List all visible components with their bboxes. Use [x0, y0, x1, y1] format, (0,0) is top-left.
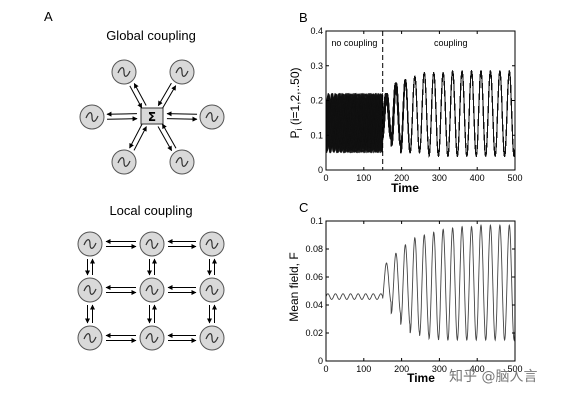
- panel-b-ylabel-sub: i: [294, 129, 304, 131]
- panel-b-ylabel-suffix: (i=1,2,..50): [288, 67, 302, 128]
- panel-c-y-axis-label: Mean field, F: [287, 252, 301, 321]
- global-link-backward-arrow: [133, 83, 147, 106]
- x-tick-label: 400: [470, 173, 485, 183]
- y-tick-label: 0.04: [305, 300, 323, 310]
- global-link-forward-arrow: [166, 111, 198, 117]
- y-tick-label: 0.2: [310, 96, 323, 106]
- sine-wave-icon: [117, 157, 131, 167]
- sine-wave-icon: [205, 239, 219, 249]
- plot-frame: [325, 220, 516, 362]
- panel-a-letter: A: [44, 9, 53, 24]
- y-tick-label: 0: [318, 165, 323, 175]
- panel-b-x-axis-label: Time: [391, 181, 419, 195]
- sine-wave-icon: [205, 285, 219, 295]
- x-tick-label: 0: [323, 364, 328, 374]
- local-oscillator: [77, 231, 103, 257]
- global-network: Σ: [79, 59, 225, 175]
- local-oscillator: [139, 231, 165, 257]
- local-oscillator: [77, 325, 103, 351]
- global-oscillator: [169, 149, 195, 175]
- local-oscillator: [77, 277, 103, 303]
- panel-b-chart: B 0 100 200 300 400 500 0 0.1 0.2 0.3 0.4 Time Pi …: [288, 10, 523, 195]
- sine-wave-icon: [83, 333, 97, 343]
- global-oscillator: [169, 59, 195, 85]
- x-tick-label: 300: [432, 364, 447, 374]
- series-line: [325, 70, 516, 158]
- x-tick-label: 100: [356, 364, 371, 374]
- sum-hub: Σ: [140, 107, 164, 125]
- global-coupling-title: Global coupling: [106, 28, 196, 43]
- sine-wave-icon: [145, 285, 159, 295]
- series-line: [325, 223, 516, 342]
- sine-wave-icon: [205, 112, 219, 122]
- panel-c-chart: C 0 100 200 300 400 500 0 0.02 0.04 0.06 0.08 0.1 T…: [287, 200, 523, 385]
- x-tick-label: 500: [507, 364, 522, 374]
- panel-c-axes: [325, 220, 516, 362]
- global-link-backward-arrow: [166, 116, 198, 122]
- no-coupling-label: no coupling: [331, 38, 377, 48]
- y-tick-label: 0.02: [305, 328, 323, 338]
- x-tick-label: 200: [394, 364, 409, 374]
- panel-b-series-group: [325, 70, 516, 158]
- sine-wave-icon: [83, 239, 97, 249]
- sine-wave-icon: [117, 67, 131, 77]
- local-oscillator: [199, 231, 225, 257]
- global-link-backward-arrow: [157, 126, 173, 152]
- y-tick-label: 0: [318, 356, 323, 366]
- panel-b-annotations: no coupling coupling: [331, 38, 467, 48]
- x-tick-label: 200: [394, 173, 409, 183]
- x-tick-label: 500: [507, 173, 522, 183]
- x-tick-label: 0: [323, 173, 328, 183]
- x-tick-label: 100: [356, 173, 371, 183]
- global-link-backward-arrow: [106, 111, 137, 117]
- panel-b-y-axis-label: Pi (i=1,2,..50): [288, 67, 304, 138]
- y-tick-label: 0.06: [305, 272, 323, 282]
- y-tick-label: 0.3: [310, 61, 323, 71]
- panel-b-ylabel-main: P: [288, 131, 302, 139]
- x-tick-label: 300: [432, 173, 447, 183]
- global-link-forward-arrow: [133, 126, 147, 151]
- panel-c-series-group: [325, 223, 516, 342]
- local-oscillator: [139, 325, 165, 351]
- sine-wave-icon: [145, 239, 159, 249]
- y-tick-label: 0.1: [310, 216, 323, 226]
- panel-b-letter: B: [299, 10, 308, 25]
- local-coupling-title: Local coupling: [109, 203, 192, 218]
- y-tick-label: 0.4: [310, 26, 323, 36]
- panel-c-letter: C: [299, 200, 308, 215]
- sine-wave-icon: [175, 67, 189, 77]
- global-oscillator: [111, 149, 137, 175]
- global-oscillator: [79, 104, 105, 130]
- sine-wave-icon: [205, 333, 219, 343]
- global-link-backward-arrow: [162, 85, 177, 109]
- global-oscillator: [111, 59, 137, 85]
- local-network: [77, 231, 225, 351]
- sine-wave-icon: [83, 285, 97, 295]
- global-link-backward-arrow: [129, 124, 143, 149]
- panel-b-ticks: 0 100 200 300 400 500 0 0.1 0.2 0.3 0.4: [310, 26, 522, 183]
- global-oscillator: [199, 104, 225, 130]
- global-link-forward-arrow: [157, 82, 172, 107]
- sine-wave-icon: [85, 112, 99, 122]
- global-link-forward-arrow: [107, 116, 138, 122]
- watermark: 知乎 @脑人言: [449, 369, 538, 385]
- sigma-symbol: Σ: [148, 110, 156, 124]
- global-link-forward-arrow: [129, 85, 143, 109]
- sum-hub-box: [140, 107, 164, 125]
- local-oscillator: [139, 277, 165, 303]
- local-oscillator: [199, 277, 225, 303]
- sine-wave-icon: [145, 333, 159, 343]
- global-link-forward-arrow: [161, 123, 177, 149]
- y-tick-label: 0.08: [305, 244, 323, 254]
- panel-a-diagram: A Global coupling Local coupling Σ: [44, 9, 225, 351]
- y-tick-label: 0.1: [310, 130, 323, 140]
- x-tick-label: 400: [470, 364, 485, 374]
- coupling-label: coupling: [434, 38, 468, 48]
- panel-c-ticks: 0 100 200 300 400 500 0 0.02 0.04 0.06 0.08 0.1: [305, 216, 522, 374]
- panel-c-x-axis-label: Time: [407, 371, 435, 385]
- local-oscillator: [199, 325, 225, 351]
- sine-wave-icon: [175, 157, 189, 167]
